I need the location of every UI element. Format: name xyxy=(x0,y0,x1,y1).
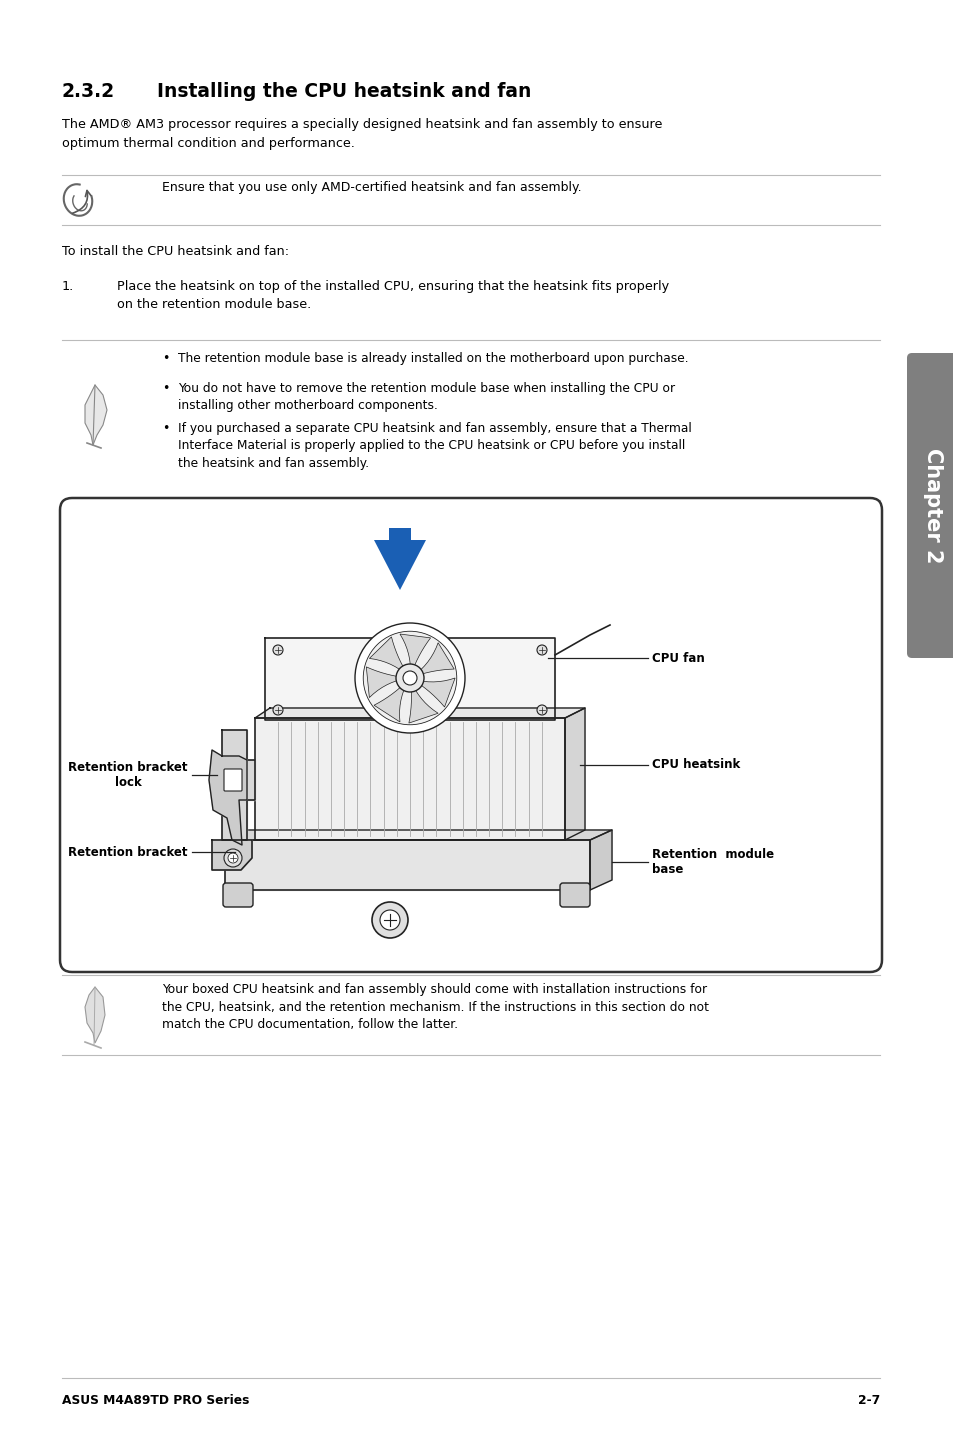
Text: Retention bracket
lock: Retention bracket lock xyxy=(69,761,188,789)
FancyBboxPatch shape xyxy=(559,883,589,907)
Text: The AMD® AM3 processor requires a specially designed heatsink and fan assembly t: The AMD® AM3 processor requires a specia… xyxy=(62,118,661,150)
Circle shape xyxy=(224,848,242,867)
Text: Retention bracket: Retention bracket xyxy=(69,846,188,858)
Circle shape xyxy=(372,902,408,938)
Polygon shape xyxy=(85,986,105,1043)
Text: •: • xyxy=(162,352,170,365)
Circle shape xyxy=(402,672,416,684)
Text: Your boxed CPU heatsink and fan assembly should come with installation instructi: Your boxed CPU heatsink and fan assembly… xyxy=(162,984,708,1031)
Text: Place the heatsink on top of the installed CPU, ensuring that the heatsink fits : Place the heatsink on top of the install… xyxy=(117,280,668,312)
Text: 2-7: 2-7 xyxy=(857,1393,879,1406)
Polygon shape xyxy=(564,707,584,840)
Text: Ensure that you use only AMD-certified heatsink and fan assembly.: Ensure that you use only AMD-certified h… xyxy=(162,181,581,194)
Text: CPU heatsink: CPU heatsink xyxy=(651,758,740,772)
Circle shape xyxy=(228,853,237,863)
Circle shape xyxy=(395,664,423,692)
Polygon shape xyxy=(254,718,564,840)
Polygon shape xyxy=(265,638,555,720)
Text: To install the CPU heatsink and fan:: To install the CPU heatsink and fan: xyxy=(62,244,289,257)
Text: 2.3.2: 2.3.2 xyxy=(62,82,115,101)
Text: •: • xyxy=(162,383,170,395)
Text: •: • xyxy=(162,421,170,436)
Polygon shape xyxy=(589,830,612,890)
Text: If you purchased a separate CPU heatsink and fan assembly, ensure that a Thermal: If you purchased a separate CPU heatsink… xyxy=(178,421,691,470)
Text: Chapter 2: Chapter 2 xyxy=(923,447,942,564)
Polygon shape xyxy=(416,643,454,676)
Circle shape xyxy=(355,623,464,733)
Polygon shape xyxy=(374,683,406,722)
Polygon shape xyxy=(399,634,430,670)
Text: Installing the CPU heatsink and fan: Installing the CPU heatsink and fan xyxy=(157,82,531,101)
Circle shape xyxy=(537,705,546,715)
Text: You do not have to remove the retention module base when installing the CPU or
i: You do not have to remove the retention … xyxy=(178,383,675,413)
Polygon shape xyxy=(416,677,455,707)
FancyBboxPatch shape xyxy=(223,883,253,907)
Circle shape xyxy=(363,631,456,725)
Polygon shape xyxy=(225,840,589,890)
FancyArrow shape xyxy=(374,528,426,590)
Text: 1.: 1. xyxy=(62,280,74,293)
Polygon shape xyxy=(85,385,107,444)
Polygon shape xyxy=(254,707,584,718)
Text: Retention  module
base: Retention module base xyxy=(651,848,773,876)
Circle shape xyxy=(537,646,546,654)
Polygon shape xyxy=(209,751,247,846)
Polygon shape xyxy=(225,830,612,840)
Text: CPU fan: CPU fan xyxy=(651,651,704,664)
Polygon shape xyxy=(366,667,401,697)
FancyBboxPatch shape xyxy=(906,352,953,659)
Circle shape xyxy=(273,705,283,715)
Polygon shape xyxy=(409,686,437,723)
FancyBboxPatch shape xyxy=(224,769,242,791)
Circle shape xyxy=(379,910,399,930)
Circle shape xyxy=(273,646,283,654)
Polygon shape xyxy=(369,637,405,673)
Text: ASUS M4A89TD PRO Series: ASUS M4A89TD PRO Series xyxy=(62,1393,249,1406)
FancyBboxPatch shape xyxy=(60,498,882,972)
Polygon shape xyxy=(222,731,254,840)
Polygon shape xyxy=(212,840,252,870)
Text: The retention module base is already installed on the motherboard upon purchase.: The retention module base is already ins… xyxy=(178,352,688,365)
